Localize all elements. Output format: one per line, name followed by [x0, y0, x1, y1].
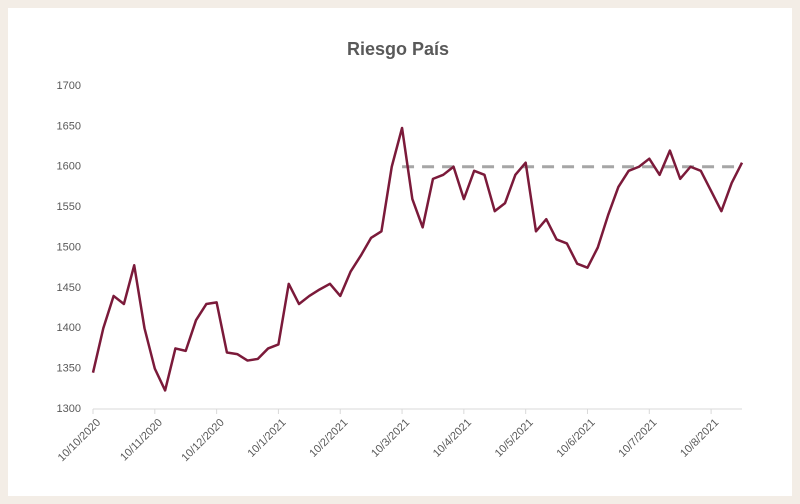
line-series	[91, 126, 744, 392]
y-tick-label: 1400	[57, 322, 81, 334]
y-tick-label: 1600	[57, 161, 81, 173]
chart-area	[8, 8, 792, 496]
y-tick-label: 1450	[57, 282, 81, 294]
y-tick-label: 1700	[57, 80, 81, 92]
y-tick-label: 1550	[57, 201, 81, 213]
chart-title: Riesgo País	[347, 39, 449, 59]
y-tick-label: 1300	[57, 403, 81, 415]
y-tick-label: 1650	[57, 120, 81, 132]
y-tick-label: 1500	[57, 241, 81, 253]
y-tick-label: 1350	[57, 363, 81, 375]
